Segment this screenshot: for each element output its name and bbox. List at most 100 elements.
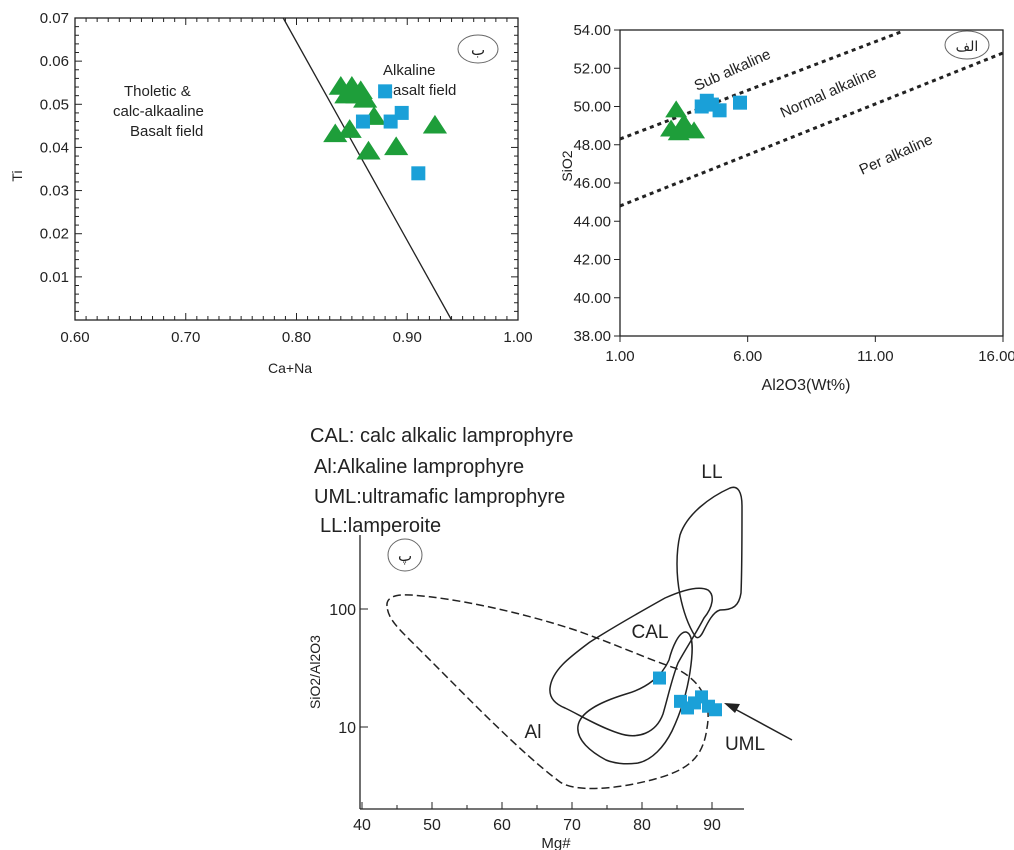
field-label: Per alkaline bbox=[857, 131, 936, 178]
field-boundary-line bbox=[619, 30, 902, 141]
field-label: Al bbox=[525, 722, 542, 743]
y-axis-label: SiO2/Al2O3 bbox=[307, 635, 323, 709]
y-tick-label: 54.00 bbox=[573, 22, 611, 39]
x-axis-label: Al2O3(Wt%) bbox=[762, 377, 851, 394]
data-point-triangle bbox=[353, 88, 378, 108]
y-tick-label: 0.02 bbox=[40, 226, 69, 243]
data-point-square bbox=[355, 114, 370, 129]
data-point-square bbox=[733, 95, 748, 110]
data-point-triangle bbox=[337, 119, 362, 138]
data-point-square bbox=[653, 671, 666, 685]
field-outline-ll bbox=[676, 486, 743, 639]
panel-label-circle bbox=[387, 538, 423, 572]
legend-line: CAL: calc alkalic lamprophyre bbox=[310, 425, 573, 447]
y-tick-label: 44.00 bbox=[573, 213, 611, 230]
data-marks bbox=[660, 93, 748, 141]
x-tick-label: 0.80 bbox=[282, 329, 311, 346]
field-label: UML bbox=[725, 734, 765, 755]
field-label-line: Basalt field bbox=[130, 123, 203, 140]
data-point-triangle bbox=[672, 113, 695, 131]
panel-label-circle bbox=[944, 30, 990, 60]
x-tick-label: 50 bbox=[423, 817, 441, 834]
y-axis-label: Ti bbox=[9, 170, 25, 181]
x-tick-label: 0.60 bbox=[60, 329, 89, 346]
y-tick-label: 0.04 bbox=[40, 139, 69, 156]
x-tick-label: 11.00 bbox=[857, 348, 893, 365]
panel-label: الف bbox=[956, 38, 979, 54]
field-outline-al bbox=[386, 594, 709, 790]
x-tick-label: 1.00 bbox=[503, 329, 532, 346]
axis-ticks bbox=[614, 29, 1004, 342]
x-tick-label: 0.90 bbox=[393, 329, 422, 346]
y-tick-label: 0.06 bbox=[40, 53, 69, 70]
field-outline-uml bbox=[577, 631, 693, 765]
legend: CAL: calc alkalic lamprophyre Al:Alkalin… bbox=[310, 425, 579, 537]
y-tick-label: 0.03 bbox=[40, 183, 69, 200]
panel-label: ب bbox=[471, 42, 485, 59]
x-tick-labels: 40 50 60 70 80 90 bbox=[353, 817, 721, 834]
field-label-line: Alkaline bbox=[383, 62, 436, 79]
y-tick-label: 52.00 bbox=[573, 60, 611, 77]
x-tick-label: 60 bbox=[493, 817, 511, 834]
y-tick-label: 0.07 bbox=[40, 10, 69, 27]
data-point-triangle bbox=[356, 140, 381, 160]
field-label-line: Basalt field bbox=[383, 82, 456, 99]
data-marks bbox=[653, 671, 722, 717]
data-point-square bbox=[383, 114, 398, 129]
y-tick-label: 48.00 bbox=[573, 137, 611, 154]
y-axis-label: SiO2 bbox=[559, 150, 575, 181]
x-axis-label: Ca+Na bbox=[268, 360, 312, 376]
data-point-triangle bbox=[665, 100, 688, 118]
x-tick-labels: 0.60 0.70 0.80 0.90 1.00 bbox=[60, 329, 532, 346]
data-point-square bbox=[394, 105, 409, 120]
y-tick-label: 40.00 bbox=[573, 290, 611, 307]
y-tick-label: 42.00 bbox=[573, 252, 611, 269]
y-tick-label: 10 bbox=[338, 720, 356, 737]
y-tick-labels: 10 100 bbox=[329, 602, 356, 737]
x-axis-label: Mg# bbox=[541, 835, 571, 850]
legend-line: LL:lamperoite bbox=[320, 515, 441, 537]
x-tick-label: 70 bbox=[563, 817, 581, 834]
axis-ticks bbox=[74, 17, 519, 321]
field-label: LL bbox=[701, 462, 722, 483]
y-tick-label: 0.05 bbox=[40, 96, 69, 113]
x-tick-label: 6.00 bbox=[733, 348, 762, 365]
field-label-line: Tholetic & bbox=[124, 83, 191, 100]
legend-line: UML:ultramafic lamprophyre bbox=[314, 486, 565, 508]
y-tick-label: 100 bbox=[329, 602, 356, 619]
annotation-arrow-shaft bbox=[732, 707, 793, 741]
data-point-triangle bbox=[422, 114, 448, 134]
x-tick-label: 80 bbox=[633, 817, 651, 834]
y-tick-labels: 38.00 40.00 42.00 44.00 46.00 48.00 50.00 52.00… bbox=[573, 22, 611, 345]
panel-label-circle bbox=[457, 34, 499, 64]
x-tick-label: 0.70 bbox=[171, 329, 200, 346]
axis-ticks bbox=[360, 608, 713, 809]
y-tick-label: 0.01 bbox=[40, 269, 69, 286]
y-tick-label: 50.00 bbox=[573, 99, 611, 116]
x-tick-label: 40 bbox=[353, 817, 371, 834]
chart-sio2-vs-al2o3: 38.00 40.00 42.00 44.00 46.00 48.00 50.00 52.00… bbox=[559, 22, 1014, 394]
data-point-square bbox=[378, 84, 393, 99]
data-point-square bbox=[712, 103, 727, 118]
plot-frame bbox=[74, 17, 519, 321]
field-label-line: calc-alkaaline bbox=[113, 103, 204, 120]
data-point-square bbox=[411, 166, 426, 181]
y-tick-labels: 0.01 0.02 0.03 0.04 0.05 0.06 0.07 bbox=[40, 10, 69, 286]
field-boundary-line bbox=[282, 17, 453, 321]
chart-ti-vs-ca-na: 0.01 0.02 0.03 0.04 0.05 0.06 0.07 0.60 0.70 0.8… bbox=[9, 10, 533, 376]
y-tick-label: 38.00 bbox=[573, 328, 611, 345]
panel-label: پ bbox=[398, 548, 412, 565]
field-label: Sub alkaline bbox=[692, 46, 774, 95]
data-marks bbox=[323, 76, 448, 181]
x-tick-label: 90 bbox=[703, 817, 721, 834]
x-tick-label: 16.00 bbox=[978, 348, 1014, 365]
x-tick-label: 1.00 bbox=[605, 348, 634, 365]
x-tick-labels: 1.00 6.00 11.00 16.00 bbox=[605, 348, 1014, 365]
y-tick-label: 46.00 bbox=[573, 175, 611, 192]
data-point-triangle bbox=[384, 136, 409, 156]
field-outline-cal bbox=[549, 587, 713, 737]
field-label: Tholetic & calc-alkaaline Basalt field bbox=[113, 83, 208, 140]
field-label: CAL bbox=[632, 622, 669, 643]
field-label: Alkaline Basalt field bbox=[383, 62, 456, 99]
